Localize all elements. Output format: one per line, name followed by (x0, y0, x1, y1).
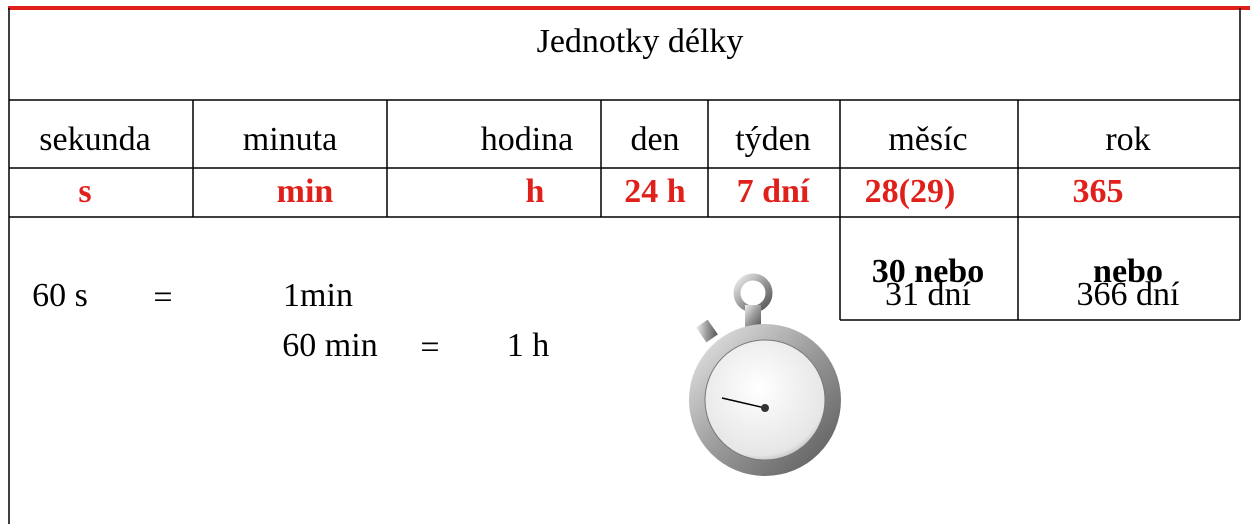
unit-name: den (630, 121, 679, 158)
equation: = (420, 329, 439, 366)
equation: 60 min (282, 327, 377, 364)
stopwatch (689, 273, 841, 476)
note: nebo (1093, 253, 1163, 290)
note: 30 nebo (872, 253, 984, 290)
equation: 1 h (507, 327, 550, 364)
unit-symbol: h (526, 173, 545, 210)
unit-name: minuta (243, 121, 337, 158)
unit-name: sekunda (39, 121, 150, 158)
equation: = (153, 279, 172, 316)
unit-name: hodina (481, 121, 574, 158)
unit-symbol: 28(29) (865, 173, 956, 210)
unit-symbol: s (78, 173, 91, 210)
unit-symbol: 365 (1073, 173, 1124, 210)
equation: 60 s (32, 277, 88, 314)
note: 366 dní (1077, 276, 1181, 313)
unit-symbol: 7 dní (737, 173, 810, 210)
title: Jednotky délky (537, 23, 744, 60)
table: sekunda s minuta min hodina h den 24 h týden 7 dn… (39, 100, 1151, 217)
unit-symbol: min (277, 173, 334, 210)
unit-name: rok (1105, 121, 1150, 158)
unit-name: měsíc (888, 121, 967, 158)
unit-symbol: 24 h (624, 173, 686, 210)
unit-name: týden (735, 121, 811, 158)
note: 31 dní (885, 276, 972, 313)
top-rule (8, 6, 1250, 10)
equation: 1min (283, 277, 353, 314)
